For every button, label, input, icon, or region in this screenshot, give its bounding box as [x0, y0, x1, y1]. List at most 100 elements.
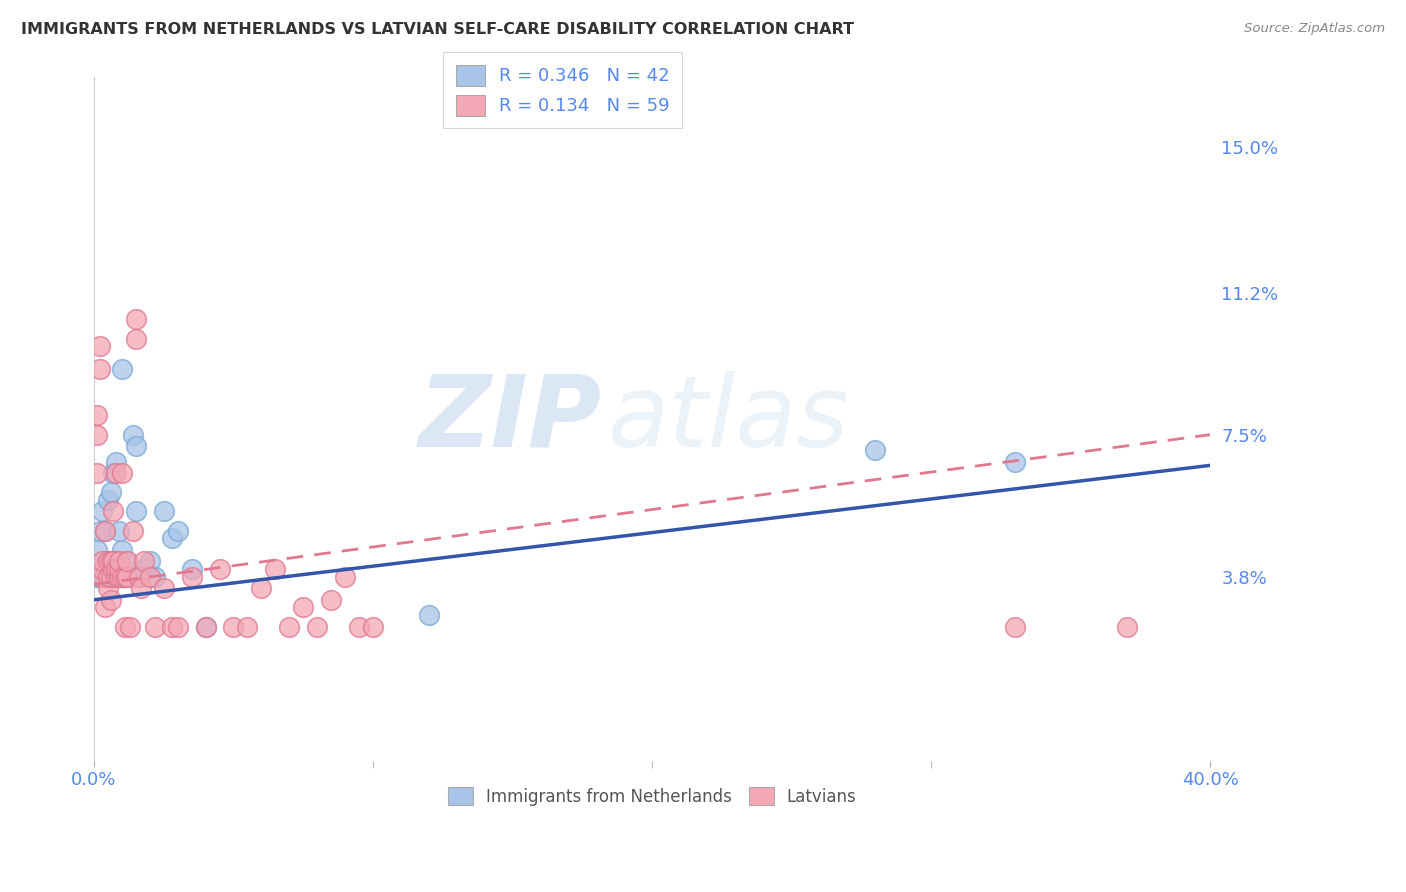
Point	[117, 554, 139, 568]
Point	[194, 620, 217, 634]
Point	[236, 620, 259, 634]
Point	[100, 570, 122, 584]
Point	[208, 562, 231, 576]
Point	[1004, 454, 1026, 468]
Point	[105, 570, 128, 584]
Point	[91, 570, 114, 584]
Point	[105, 454, 128, 468]
Point	[160, 531, 183, 545]
Point	[114, 620, 136, 634]
Point	[97, 581, 120, 595]
Point	[134, 562, 156, 576]
Point	[125, 332, 148, 346]
Point	[86, 570, 108, 584]
Point	[86, 466, 108, 480]
Point	[1115, 620, 1137, 634]
Point	[139, 570, 162, 584]
Text: ZIP: ZIP	[419, 371, 602, 467]
Point	[122, 427, 145, 442]
Point	[100, 570, 122, 584]
Point	[307, 620, 329, 634]
Point	[120, 620, 142, 634]
Point	[347, 620, 370, 634]
Point	[91, 554, 114, 568]
Text: atlas: atlas	[607, 371, 849, 467]
Point	[125, 439, 148, 453]
Point	[100, 485, 122, 500]
Point	[89, 339, 111, 353]
Point	[264, 562, 287, 576]
Point	[1004, 620, 1026, 634]
Point	[86, 542, 108, 557]
Point	[103, 466, 125, 480]
Text: IMMIGRANTS FROM NETHERLANDS VS LATVIAN SELF-CARE DISABILITY CORRELATION CHART: IMMIGRANTS FROM NETHERLANDS VS LATVIAN S…	[21, 22, 853, 37]
Point	[111, 466, 134, 480]
Point	[103, 570, 125, 584]
Point	[108, 570, 131, 584]
Point	[361, 620, 384, 634]
Point	[180, 570, 202, 584]
Point	[865, 442, 887, 457]
Point	[160, 620, 183, 634]
Point	[143, 620, 166, 634]
Legend: Immigrants from Netherlands, Latvians: Immigrants from Netherlands, Latvians	[439, 779, 865, 814]
Point	[114, 570, 136, 584]
Point	[111, 542, 134, 557]
Point	[100, 592, 122, 607]
Point	[180, 562, 202, 576]
Point	[111, 570, 134, 584]
Point	[105, 570, 128, 584]
Point	[97, 554, 120, 568]
Point	[292, 600, 315, 615]
Point	[108, 562, 131, 576]
Point	[94, 600, 117, 615]
Point	[91, 562, 114, 576]
Point	[91, 562, 114, 576]
Point	[194, 620, 217, 634]
Point	[128, 570, 150, 584]
Point	[103, 562, 125, 576]
Point	[103, 554, 125, 568]
Point	[111, 570, 134, 584]
Point	[128, 570, 150, 584]
Point	[105, 562, 128, 576]
Point	[94, 524, 117, 538]
Point	[91, 504, 114, 518]
Point	[143, 570, 166, 584]
Point	[333, 570, 356, 584]
Point	[108, 570, 131, 584]
Point	[152, 504, 174, 518]
Point	[114, 570, 136, 584]
Point	[89, 362, 111, 376]
Point	[100, 554, 122, 568]
Point	[222, 620, 245, 634]
Point	[120, 570, 142, 584]
Point	[166, 524, 188, 538]
Point	[105, 554, 128, 568]
Point	[103, 504, 125, 518]
Point	[94, 570, 117, 584]
Point	[94, 524, 117, 538]
Point	[86, 427, 108, 442]
Point	[117, 570, 139, 584]
Point	[418, 608, 440, 623]
Point	[105, 466, 128, 480]
Text: Source: ZipAtlas.com: Source: ZipAtlas.com	[1244, 22, 1385, 36]
Point	[103, 562, 125, 576]
Point	[89, 570, 111, 584]
Point	[152, 581, 174, 595]
Point	[97, 570, 120, 584]
Point	[97, 562, 120, 576]
Point	[321, 592, 343, 607]
Point	[166, 620, 188, 634]
Point	[86, 409, 108, 423]
Point	[89, 524, 111, 538]
Point	[108, 554, 131, 568]
Point	[131, 581, 153, 595]
Point	[278, 620, 301, 634]
Point	[117, 554, 139, 568]
Point	[97, 554, 120, 568]
Point	[108, 524, 131, 538]
Point	[111, 362, 134, 376]
Point	[125, 312, 148, 326]
